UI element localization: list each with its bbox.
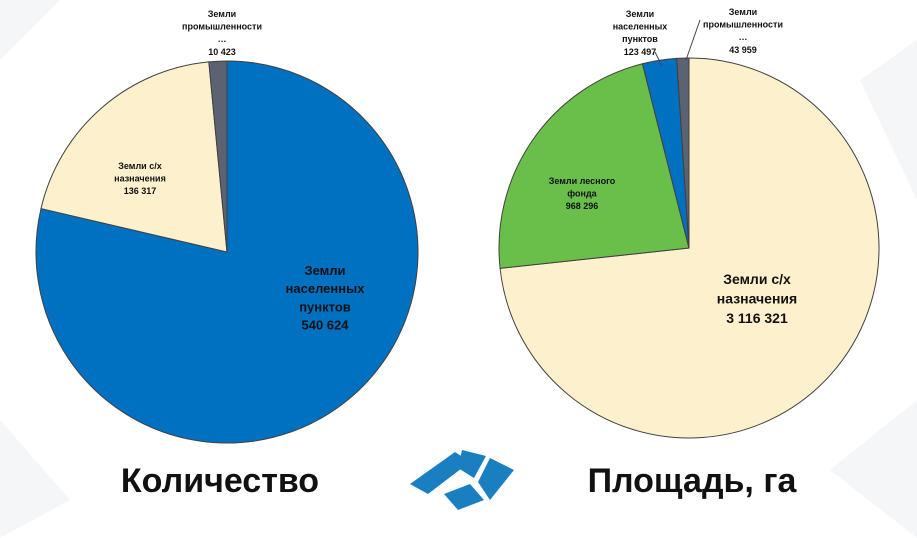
pie-slice [499,57,880,439]
slice-value-label: 540 624 [302,318,350,333]
slice-label: Земли населенных пунктов [286,263,366,314]
pie-title: Площадь, га [588,462,798,500]
slice-value-label: 968 296 [566,201,599,211]
leader-line [685,19,701,61]
pie-title: Количество [121,462,319,500]
slice-label: Земли лесного фонда [549,176,616,199]
pies: Земли населенных пунктов 540 624 Земли с/х на… [35,7,880,444]
slice-label: Земли населенных пунктов [613,9,668,44]
pie-slice [498,63,690,269]
leader-line [654,51,663,67]
slice-value-label: 3 116 321 [726,310,788,326]
pie-slice [208,60,228,253]
background-shape [830,400,917,538]
background-shape [860,40,917,200]
logo [410,450,514,510]
slice-value-label: 123 497 [624,47,657,57]
slice-label: Земли с/х назначения [717,271,797,307]
pie-slice [40,61,228,253]
background-shape [0,420,70,538]
slice-value-label: 43 959 [729,45,757,55]
slice-label: Земли промышленности… [703,7,783,42]
slice-value-label: 10 423 [208,47,236,57]
slice-label: Земли с/х назначения [114,161,166,184]
slice-label: Земли промышленности… [182,9,262,44]
background-shape [0,0,60,60]
slice-value-label: 136 317 [124,186,157,196]
pie-slice [676,57,690,249]
